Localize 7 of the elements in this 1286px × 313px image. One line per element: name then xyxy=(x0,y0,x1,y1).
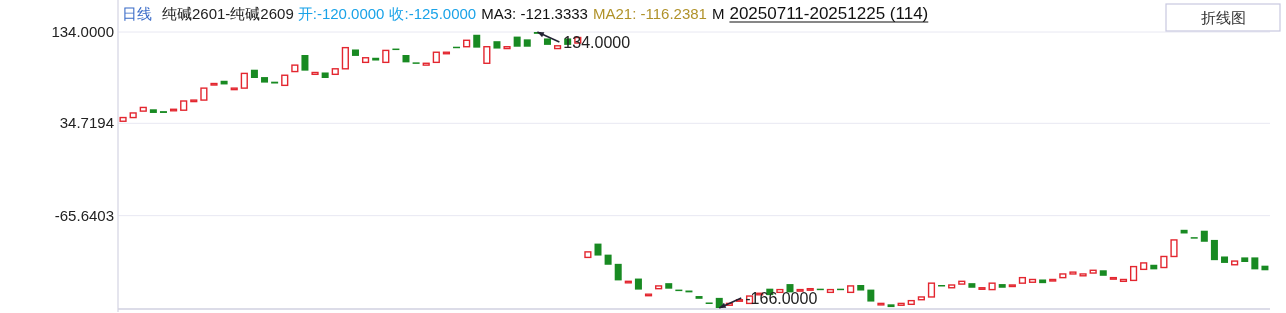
button: 折线图 xyxy=(1165,3,1281,32)
y-tick-label: 134.0000 xyxy=(51,23,114,40)
header: 日线 纯碱2601-纯碱2609 开:-120.0000 收:-125.0000 MA3: -121.3333 MA21: -116.2381 M 20250711-20251225 (114) xyxy=(122,4,929,23)
y-tick-label: 34.7194 xyxy=(59,114,114,132)
chart-title: 纯碱2601-纯碱2609 xyxy=(162,5,294,22)
annotation: 134.0000 xyxy=(563,34,631,51)
y-tick-label: -65.6403 xyxy=(54,206,114,224)
